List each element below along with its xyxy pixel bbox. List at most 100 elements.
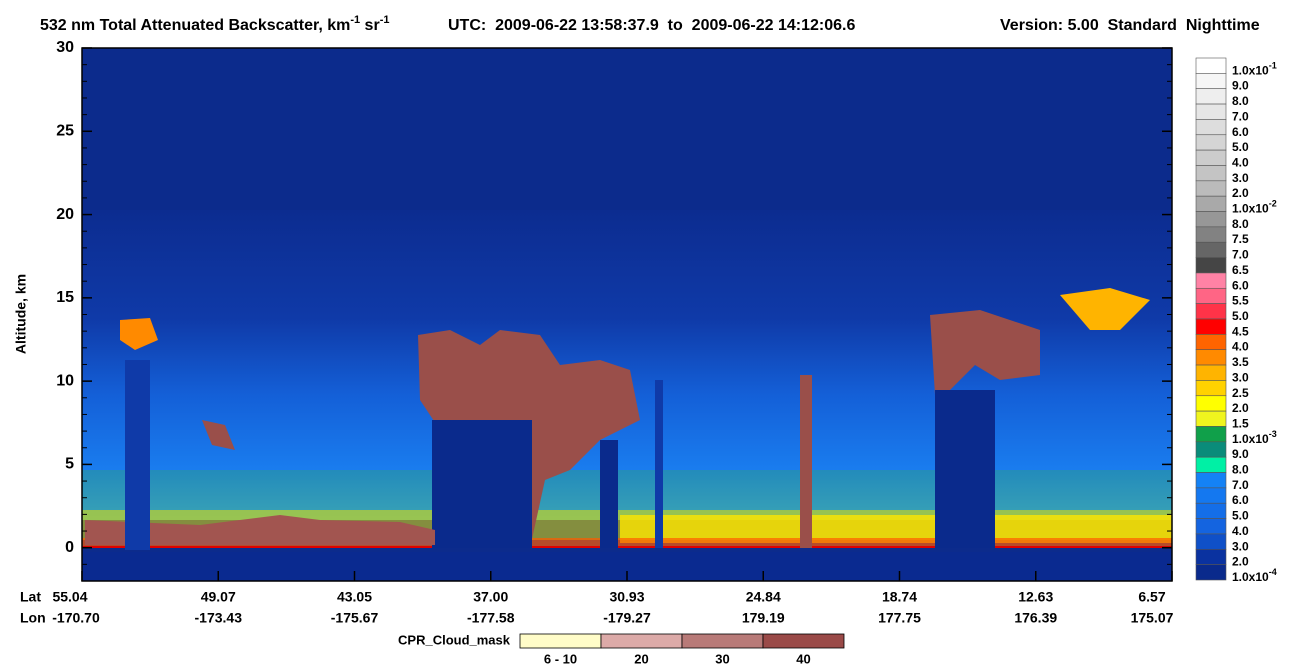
colorbar-swatch [1195, 226, 1227, 243]
colorbar-label: 6.5 [1232, 263, 1249, 277]
cpr-swatch [681, 633, 764, 649]
colorbar-label: 8.0 [1232, 217, 1249, 231]
colorbar-swatch [1195, 287, 1227, 304]
colorbar-label: 3.0 [1232, 539, 1249, 553]
colorbar-label-text: 1.0x10 [1232, 202, 1269, 216]
colorbar-label: 1.0x10-4 [1232, 567, 1277, 584]
colorbar-label-text: 9.0 [1232, 447, 1249, 461]
colorbar-label: 2.5 [1232, 386, 1249, 400]
colorbar-swatch [1195, 57, 1227, 74]
colorbar-swatch [1195, 180, 1227, 197]
colorbar-label: 9.0 [1232, 447, 1249, 461]
colorbar-label-text: 2.5 [1232, 386, 1249, 400]
lon-label: -177.58 [467, 610, 515, 626]
lon-label: 175.07 [1131, 610, 1174, 626]
colorbar-label: 6.0 [1232, 125, 1249, 139]
colorbar-swatch [1195, 472, 1227, 489]
colorbar-label-text: 3.0 [1232, 371, 1249, 385]
y-axis-label: Altitude, km [13, 274, 29, 354]
y-tick-label: 5 [65, 456, 74, 473]
colorbar-label-text: 5.0 [1232, 309, 1249, 323]
colorbar-swatch [1195, 119, 1227, 136]
colorbar-swatch [1195, 103, 1227, 120]
colorbar-swatch [1195, 395, 1227, 412]
colorbar-label-text: 9.0 [1232, 79, 1249, 93]
colorbar-label-text: 5.0 [1232, 509, 1249, 523]
lon-label: -170.70 [52, 610, 100, 626]
colorbar-label: 1.0x10-2 [1232, 199, 1277, 216]
colorbar-swatch [1195, 334, 1227, 351]
lon-label: 176.39 [1014, 610, 1057, 626]
lat-label: 37.00 [473, 589, 508, 605]
colorbar-label-text: 3.0 [1232, 539, 1249, 553]
colorbar-label-text: 2.0 [1232, 186, 1249, 200]
colorbar-label: 5.5 [1232, 294, 1249, 308]
colorbar-label-exp: -3 [1269, 429, 1277, 439]
colorbar-swatch [1195, 487, 1227, 504]
colorbar-label: 1.5 [1232, 417, 1249, 431]
colorbar-swatch [1195, 518, 1227, 535]
colorbar-swatch [1195, 272, 1227, 289]
colorbar-label: 7.0 [1232, 248, 1249, 262]
colorbar-label-text: 6.0 [1232, 278, 1249, 292]
colorbar-swatch [1195, 548, 1227, 565]
lat-label: 18.74 [882, 589, 917, 605]
colorbar-label-text: 6.0 [1232, 493, 1249, 507]
colorbar-label-text: 4.0 [1232, 156, 1249, 170]
colorbar-swatch [1195, 195, 1227, 212]
utc-range: UTC: 2009-06-22 13:58:37.9 to 2009-06-22… [448, 17, 855, 34]
colorbar-label: 3.5 [1232, 355, 1249, 369]
colorbar-swatch [1195, 211, 1227, 228]
colorbar-swatch [1195, 533, 1227, 550]
colorbar-label-text: 2.0 [1232, 555, 1249, 569]
colorbar-label: 6.0 [1232, 278, 1249, 292]
colorbar-swatch [1195, 149, 1227, 166]
colorbar-label: 1.0x10-3 [1232, 429, 1277, 446]
colorbar-label: 3.0 [1232, 371, 1249, 385]
colorbar-label: 4.0 [1232, 524, 1249, 538]
colorbar-swatch [1195, 303, 1227, 320]
cpr-legend-title: CPR_Cloud_mask [398, 632, 511, 647]
colorbar-label-text: 3.5 [1232, 355, 1249, 369]
colorbar-swatch [1195, 564, 1227, 581]
y-tick-label: 20 [56, 206, 74, 223]
y-tick-label: 10 [56, 372, 74, 389]
lon-label: 177.75 [878, 610, 921, 626]
colorbar-label-text: 1.0x10 [1232, 432, 1269, 446]
y-tick-label: 25 [56, 123, 74, 140]
colorbar-label: 3.0 [1232, 171, 1249, 185]
backscatter-field [82, 48, 1172, 581]
colorbar-swatch [1195, 441, 1227, 458]
colorbar-label-text: 7.0 [1232, 478, 1249, 492]
colorbar-swatch [1195, 318, 1227, 335]
lat-label: 12.63 [1018, 589, 1053, 605]
cpr-swatch [519, 633, 602, 649]
colorbar-label-text: 5.0 [1232, 140, 1249, 154]
colorbar-swatch [1195, 134, 1227, 151]
colorbar-swatch [1195, 257, 1227, 274]
colorbar-label-exp: -1 [1269, 61, 1277, 71]
colorbar-label: 5.0 [1232, 509, 1249, 523]
lon-label: 179.19 [742, 610, 785, 626]
colorbar-label: 6.0 [1232, 493, 1249, 507]
colorbar-label-exp: -2 [1269, 199, 1277, 209]
colorbar-label: 4.5 [1232, 325, 1249, 339]
cpr-label: 40 [796, 651, 810, 666]
colorbar-label-text: 6.5 [1232, 263, 1249, 277]
lat-label: 30.93 [609, 589, 644, 605]
colorbar-label-text: 8.0 [1232, 217, 1249, 231]
colorbar-label: 7.0 [1232, 110, 1249, 124]
colorbar-label: 1.0x10-1 [1232, 61, 1277, 78]
version: Version: 5.00 Standard Nighttime [1000, 17, 1260, 34]
lat-label: 6.57 [1138, 589, 1165, 605]
colorbar-swatch [1195, 502, 1227, 519]
colorbar-label-text: 1.0x10 [1232, 570, 1269, 584]
cpr-label: 20 [634, 651, 648, 666]
colorbar-label: 5.0 [1232, 140, 1249, 154]
colorbar-label-text: 7.0 [1232, 248, 1249, 262]
colorbar-swatch [1195, 364, 1227, 381]
y-tick-label: 15 [56, 289, 74, 306]
colorbar-swatch [1195, 410, 1227, 427]
lat-label: 43.05 [337, 589, 372, 605]
